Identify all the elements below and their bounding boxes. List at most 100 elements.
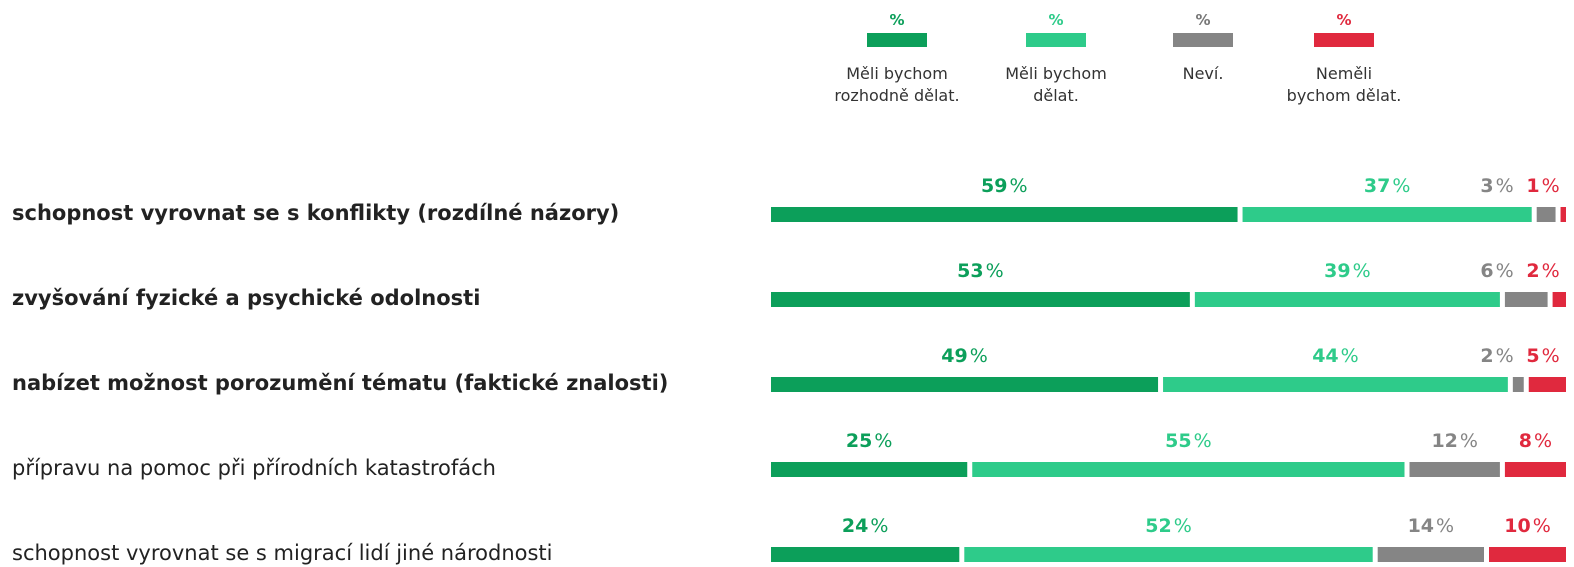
value-unit: % [870,515,888,537]
value-unit: % [1496,175,1514,197]
value-unit: % [986,260,1004,282]
value-label: 2% [1526,260,1559,282]
value-number: 25 [846,430,872,452]
value-number: 39 [1324,260,1350,282]
value-number: 6 [1480,260,1493,282]
bar-segment [771,207,1238,222]
bar-segment [972,462,1405,477]
value-number: 24 [842,515,868,537]
value-number: 59 [981,175,1007,197]
value-unit: % [1496,260,1514,282]
value-unit: % [1496,345,1514,367]
legend-label: Měli bychom rozhodně dělat. [834,64,960,105]
value-label: 25% [846,430,893,452]
value-label: 5% [1526,345,1559,367]
legend-swatch [1173,33,1233,47]
bar-segment [1489,547,1566,562]
value-label: 44% [1312,345,1359,367]
value-label: 12% [1431,430,1478,452]
value-label: 10% [1504,515,1551,537]
value-unit: % [1460,430,1478,452]
value-unit: % [1436,515,1454,537]
value-number: 14 [1408,515,1434,537]
bar-segment [1536,207,1556,222]
value-unit: % [1542,260,1560,282]
bar-segment [771,377,1159,392]
value-number: 1 [1526,175,1539,197]
legend-swatch [1314,33,1374,47]
value-label: 55% [1165,430,1212,452]
value-unit: % [1542,175,1560,197]
value-unit: % [1009,175,1027,197]
value-unit: % [1353,260,1371,282]
bar-segment [1552,292,1566,307]
value-number: 52 [1145,515,1171,537]
legend-label: Měli bychom dělat. [1005,64,1107,105]
bar-segment [1163,377,1508,392]
value-number: 2 [1480,345,1493,367]
legend-unit: % [1048,11,1064,29]
bar-segment [771,292,1190,307]
bar-segment [1512,377,1524,392]
bar-segment [771,547,960,562]
bar-segment [771,462,968,477]
bar-segment [964,547,1373,562]
value-number: 55 [1165,430,1191,452]
value-unit: % [1542,345,1560,367]
value-label: 52% [1145,515,1192,537]
value-number: 37 [1364,175,1390,197]
bar-segment [1504,462,1566,477]
value-unit: % [1392,175,1410,197]
legend-label: Neměli bychom dělat. [1286,64,1402,105]
category-label: schopnost vyrovnat se s konflikty (rozdí… [12,201,620,225]
category-label: zvyšování fyzické a psychické odolnosti [12,286,481,310]
value-number: 8 [1519,430,1532,452]
legend-unit: % [1195,11,1211,29]
legend-swatch [1026,33,1086,47]
value-number: 5 [1526,345,1539,367]
value-label: 14% [1408,515,1455,537]
bar-segment [1560,207,1566,222]
value-label: 53% [957,260,1004,282]
bar-segment [1504,292,1548,307]
legend-item: % Měli bychom rozhodně dělat. [812,7,982,107]
value-unit: % [1194,430,1212,452]
value-number: 3 [1480,175,1493,197]
legend-unit: % [1336,11,1352,29]
bar-segment [1194,292,1500,307]
value-unit: % [1533,515,1551,537]
value-label: 8% [1519,430,1552,452]
value-unit: % [970,345,988,367]
value-label: 24% [842,515,889,537]
legend-swatch [867,33,927,47]
category-label: přípravu na pomoc při přírodních katastr… [12,456,496,480]
category-label: schopnost vyrovnat se s migrací lidí jin… [12,541,553,565]
value-label: 1% [1526,175,1559,197]
legend-item: % Neví. [1118,7,1288,85]
value-unit: % [874,430,892,452]
value-number: 44 [1312,345,1338,367]
value-label: 59% [981,175,1028,197]
value-label: 39% [1324,260,1371,282]
legend-item: % Měli bychom dělat. [971,7,1141,107]
legend-unit: % [889,11,905,29]
value-number: 49 [941,345,967,367]
value-unit: % [1341,345,1359,367]
value-number: 2 [1526,260,1539,282]
legend-label: Neví. [1182,64,1224,83]
bar-segment [1377,547,1484,562]
value-label: 6% [1480,260,1513,282]
value-label: 49% [941,345,988,367]
value-number: 10 [1504,515,1530,537]
value-label: 3% [1480,175,1513,197]
value-number: 12 [1431,430,1457,452]
value-number: 53 [957,260,983,282]
value-unit: % [1174,515,1192,537]
value-label: 37% [1364,175,1411,197]
bar-segment [1528,377,1566,392]
legend-item: % Neměli bychom dělat. [1259,7,1429,107]
value-label: 2% [1480,345,1513,367]
category-label: nabízet možnost porozumění tématu (fakti… [12,371,669,395]
bar-segment [1409,462,1500,477]
